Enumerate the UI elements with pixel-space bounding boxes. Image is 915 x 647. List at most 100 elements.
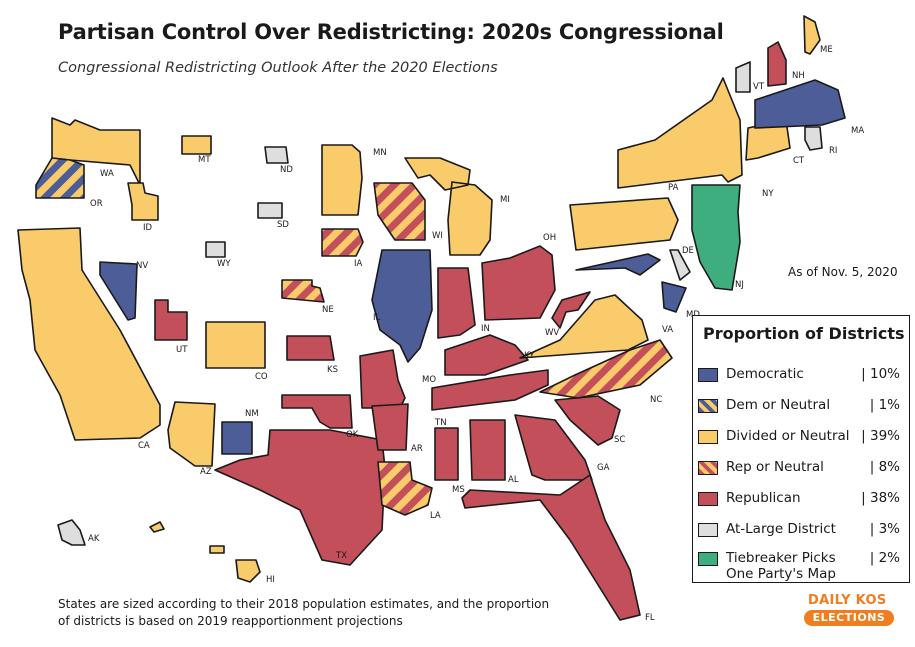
state-TN [431,369,549,411]
state-label-pa: PA [668,183,679,193]
state-MO [359,349,406,409]
legend: Proportion of Districts Democratic | 10%… [692,315,910,583]
state-SC [554,395,621,446]
state-label-hi: HI [266,575,275,585]
state-ME [803,15,821,55]
footer-line-1: States are sized according to their 2018… [58,597,550,611]
legend-swatch-tiebreaker [698,552,718,566]
state-label-tx: TX [335,551,347,561]
legend-swatch-democratic [698,368,718,382]
state-label-mo: MO [422,375,436,385]
state-NY [617,77,743,189]
state-label-oh: OH [543,233,556,243]
state-MN [321,144,363,216]
as-of-date: As of Nov. 5, 2020 [788,265,898,279]
state-AZ [167,401,216,467]
logo-text-bottom: ELECTIONS [804,610,894,626]
state-label-ma: MA [851,126,864,136]
state-label-ca: CA [138,441,150,451]
map-subtitle: Congressional Redistricting Outlook Afte… [58,60,498,76]
state-OK [281,394,353,429]
state-ND [264,146,289,164]
state-label-vt: VT [753,82,765,92]
state-NM [221,421,253,455]
state-NE [281,279,325,303]
legend-pct: | 10% [861,366,900,382]
legend-title: Proportion of Districts [703,324,905,343]
state-OH [481,245,556,321]
legend-label: Divided or Neutral [726,428,850,444]
legend-pct: | 2% [869,550,900,566]
state-label-wi: WI [432,231,443,241]
state-NV [99,261,138,321]
state-label-ak: AK [88,534,100,544]
state-label-wa: WA [100,169,114,179]
legend-label: At-Large District [726,521,836,537]
state-label-ky: KY [524,351,535,361]
legend-swatch-at-large [698,523,718,537]
state-label-nd: ND [280,165,293,175]
state-label-id: ID [143,223,153,233]
state-RI [804,126,823,151]
state-label-nv: NV [136,261,148,271]
legend-pct: | 8% [869,459,900,475]
legend-swatch-divided [698,430,718,444]
state-label-va: VA [662,325,673,335]
state-AR [371,403,409,451]
state-UT [154,299,188,341]
state-label-mi: MI [500,195,510,205]
state-label-la: LA [430,511,441,521]
state-MS [434,427,459,481]
state-HI [149,521,261,583]
state-label-ga: GA [597,463,610,473]
state-AK [57,519,86,546]
state-label-co: CO [255,372,268,382]
logo-text-top: DAILY KOS [808,593,887,608]
state-label-in: IN [481,324,490,334]
state-IN [437,267,476,339]
state-label-ia: IA [354,259,363,269]
state-CA [17,227,161,441]
state-label-nc: NC [650,395,662,405]
state-LA [377,461,433,516]
state-label-mn: MN [373,148,387,158]
state-label-ar: AR [411,444,423,454]
legend-pct: | 3% [869,521,900,537]
state-KS [286,335,335,361]
state-MD [575,253,687,313]
state-ID [127,182,159,221]
state-MT [181,135,212,155]
state-label-nh: NH [792,71,805,81]
state-label-az: AZ [200,467,212,477]
footer-line-2: of districts is based on 2019 reapportio… [58,614,403,628]
daily-kos-logo: DAILY KOS ELECTIONS [800,593,898,629]
state-NC [539,339,673,399]
legend-label: Republican [726,490,801,506]
map-title: Partisan Control Over Redistricting: 202… [58,20,724,44]
legend-pct: | 38% [861,490,900,506]
state-IA [321,228,364,257]
state-label-mt: MT [198,155,211,165]
legend-swatch-rep-or-neutral [698,461,718,475]
state-MA [754,79,846,129]
state-CO [205,321,266,369]
state-FL [461,474,641,621]
state-WI [373,182,426,241]
state-label-il: IL [373,313,381,323]
state-label-wy: WY [217,259,231,269]
state-label-nj: NJ [735,280,744,290]
state-IL [371,249,433,363]
state-WV [551,291,591,329]
state-label-or: OR [90,199,103,209]
legend-pct: | 39% [861,428,900,444]
state-DE [669,249,691,281]
state-label-ks: KS [327,365,338,375]
state-MI [404,157,493,256]
state-label-nm: NM [245,409,259,419]
state-AL [469,419,506,481]
state-PA [569,197,679,251]
legend-label: Democratic [726,366,804,382]
footer-note: States are sized according to their 2018… [58,596,549,630]
legend-label: Rep or Neutral [726,459,824,475]
state-label-sd: SD [277,220,289,230]
